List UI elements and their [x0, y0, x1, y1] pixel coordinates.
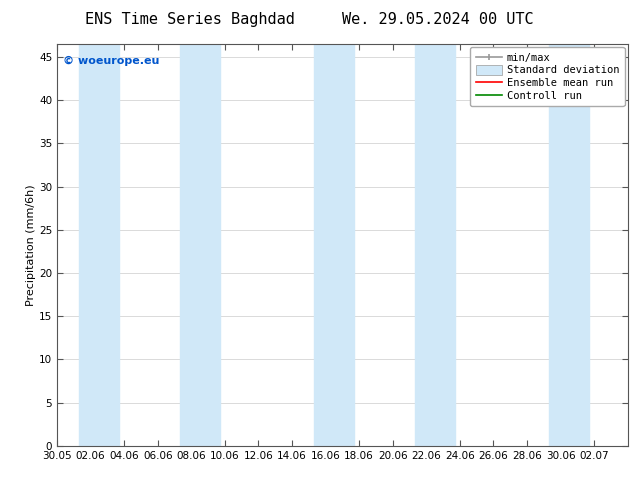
Text: ENS Time Series Baghdad: ENS Time Series Baghdad: [85, 12, 295, 27]
Text: We. 29.05.2024 00 UTC: We. 29.05.2024 00 UTC: [342, 12, 533, 27]
Bar: [314, 44, 354, 446]
Bar: [179, 44, 220, 446]
Legend: min/max, Standard deviation, Ensemble mean run, Controll run: min/max, Standard deviation, Ensemble me…: [470, 47, 624, 106]
Text: © woeurope.eu: © woeurope.eu: [63, 56, 159, 66]
Y-axis label: Precipitation (mm/6h): Precipitation (mm/6h): [26, 184, 36, 306]
Bar: [549, 44, 589, 446]
Bar: [79, 44, 119, 446]
Bar: [415, 44, 455, 446]
